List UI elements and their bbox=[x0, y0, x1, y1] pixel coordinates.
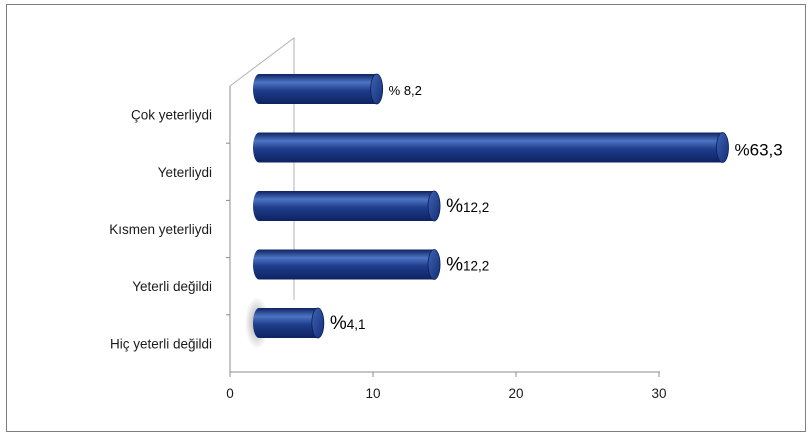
bar-cap bbox=[370, 73, 384, 105]
bar bbox=[245, 297, 325, 349]
bar-cap bbox=[311, 307, 325, 339]
bar-body bbox=[253, 308, 324, 338]
bar-cap bbox=[427, 249, 441, 280]
category-label: Kısmen yeterliydi bbox=[109, 222, 212, 237]
x-tick-marks: 0 10 20 30 bbox=[226, 372, 667, 401]
x-tick-label: 20 bbox=[508, 386, 523, 401]
bar-cap bbox=[427, 190, 441, 222]
bar-body bbox=[253, 249, 441, 280]
category-label: Yeterliydi bbox=[158, 165, 212, 180]
data-label: %12,2 bbox=[446, 255, 489, 276]
bar bbox=[253, 249, 441, 280]
data-label: % 8,2 bbox=[389, 83, 422, 98]
bar bbox=[253, 190, 441, 222]
data-label: %63,3 bbox=[735, 141, 783, 160]
labels-group: Çok yeterliydi Yeterliydi Kısmen yeterliyd… bbox=[109, 83, 783, 351]
bar bbox=[253, 132, 729, 163]
bars-group bbox=[245, 73, 729, 349]
category-label: Çok yeterliydi bbox=[131, 108, 212, 123]
bar-body bbox=[253, 74, 383, 104]
data-label: %12,2 bbox=[446, 196, 489, 217]
bar-body bbox=[253, 191, 441, 221]
x-tick-label: 30 bbox=[651, 386, 666, 401]
category-label: Hiç yeterli değildi bbox=[110, 336, 212, 351]
y-tick-marks bbox=[226, 142, 230, 316]
bar-cap bbox=[716, 132, 729, 163]
x-tick-label: 0 bbox=[226, 386, 234, 401]
x-tick-label: 10 bbox=[365, 386, 380, 401]
category-label: Yeterli değildi bbox=[132, 279, 212, 294]
data-label: %4,1 bbox=[330, 313, 366, 334]
bar-body bbox=[253, 132, 729, 163]
bar bbox=[253, 73, 384, 105]
